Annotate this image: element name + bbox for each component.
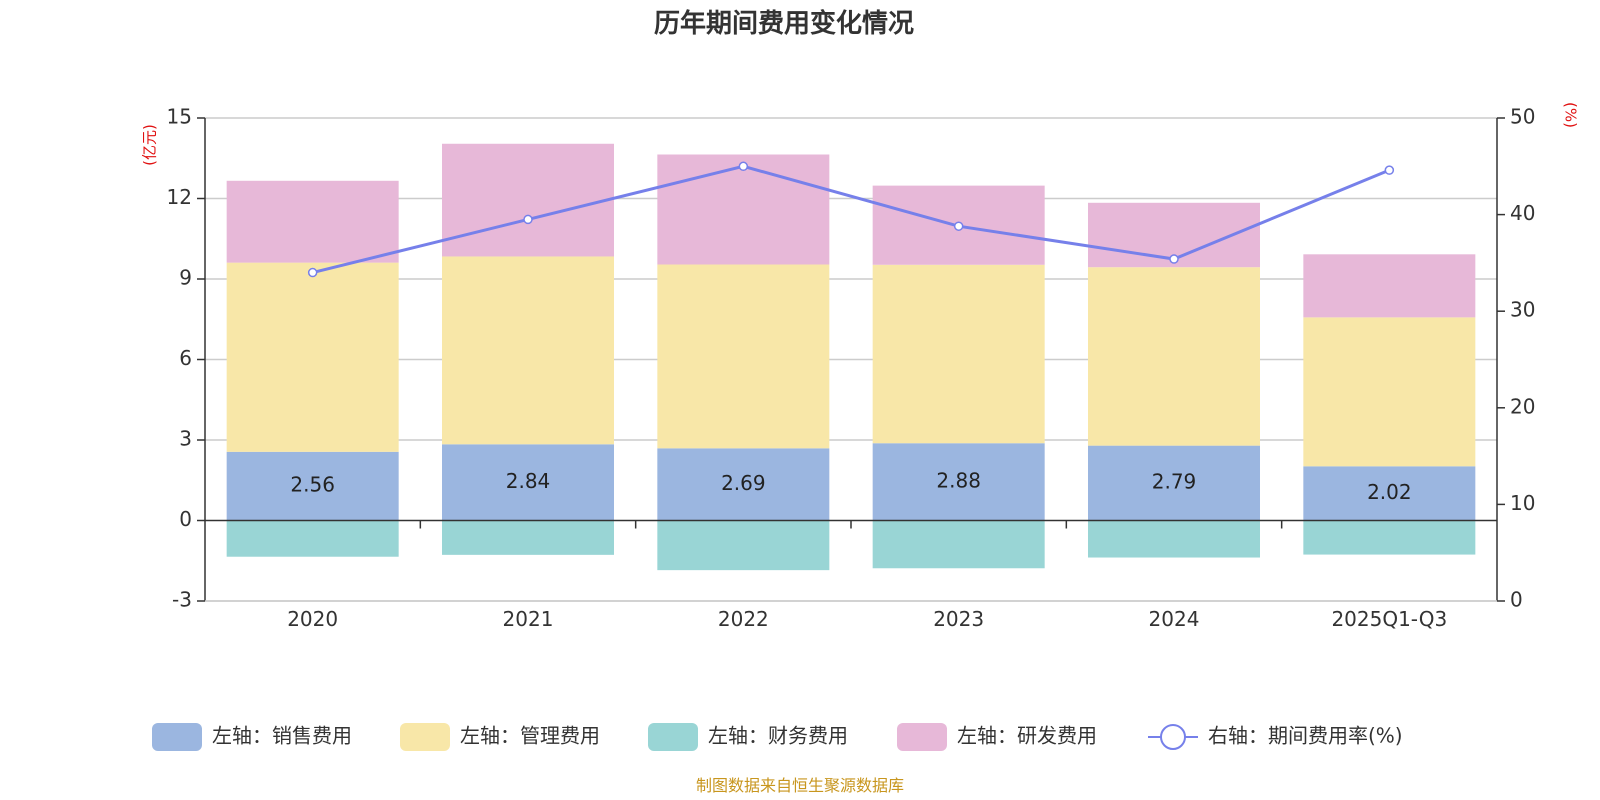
grid-lines [205,117,1497,602]
legend-item-销售费用: 左轴：销售费用 [152,723,352,751]
legend-item-期间费用率(%): 右轴：期间费用率(%) [1148,724,1403,750]
right-tick-label: 10 [1510,491,1535,515]
right-tick-label: 20 [1510,394,1535,418]
category-label-2020: 2020 [287,607,338,631]
left-tick-label: 12 [167,185,192,209]
bar-财务费用-2024 [1088,520,1260,558]
bar-labels: 2.56 2.84 2.69 2.88 2.79 2.02 [290,468,1411,504]
bar-管理费用-2022 [657,264,830,449]
bar-管理费用-2025Q1-Q3 [1303,317,1476,467]
bar-销售费用-2023 [872,443,1045,521]
bar-value-label-2022: 2.69 [721,471,766,495]
rate-point-2020 [307,267,318,278]
bar-研发费用-2022 [657,154,830,265]
legend-item-管理费用: 左轴：管理费用 [400,723,600,751]
rate-point-2024 [1169,254,1179,264]
legend-marker [1160,724,1186,750]
bar-销售费用-2022 [657,448,830,521]
left-tick-label: 15 [167,105,192,129]
left-tick-label: 9 [179,266,192,290]
right-tick-label: 30 [1510,298,1535,322]
bar-管理费用-2024 [1088,267,1260,446]
legend-item-研发费用: 左轴：研发费用 [897,723,1097,751]
category-label-2023: 2023 [933,607,984,631]
bars [226,143,1476,571]
category-label-2022: 2022 [718,607,769,631]
right-tick-label: 0 [1510,588,1523,612]
rate-line-path [312,164,1390,275]
left-axis-unit: (亿元) [141,124,159,166]
bar-销售费用-2021 [442,444,614,521]
right-axis-unit: (%) [1562,102,1580,128]
rate-point-2025Q1-Q3 [1384,165,1395,175]
right-tick-label: 40 [1510,201,1535,225]
legend: 左轴：销售费用 左轴：管理费用 左轴：财务费用 左轴：研发费用 右轴：期间费用率(%) [152,723,1403,751]
bar-销售费用-2020 [226,451,399,521]
bar-销售费用-2025Q1-Q3 [1303,466,1476,521]
bar-财务费用-2025Q1-Q3 [1303,520,1476,555]
left-tick-label: 3 [179,427,192,451]
bar-value-label-2025Q1-Q3: 2.02 [1367,480,1412,504]
legend-label: 左轴：管理费用 [460,724,600,748]
right-tick-label: 50 [1510,105,1535,129]
bar-管理费用-2021 [442,256,614,445]
rate-point-2021 [523,214,533,225]
bar-研发费用-2021 [442,143,614,257]
bar-财务费用-2022 [657,520,830,571]
legend-swatch [152,723,202,751]
category-label-2025Q1-Q3: 2025Q1-Q3 [1331,607,1447,631]
category-label-2024: 2024 [1149,607,1200,631]
rate-point-2022 [738,161,749,172]
legend-swatch [648,723,698,751]
bar-财务费用-2023 [872,520,1045,569]
legend-label: 右轴：期间费用率(%) [1208,724,1403,748]
legend-item-财务费用: 左轴：财务费用 [648,723,848,751]
legend-swatch [400,723,450,751]
legend-label: 左轴：研发费用 [957,724,1097,748]
legend-swatch [897,723,947,751]
left-tick-label: -3 [172,588,192,612]
rate-line [307,161,1395,278]
bar-财务费用-2021 [442,520,614,555]
rate-point-2023 [953,221,964,231]
bar-财务费用-2020 [226,520,399,557]
bar-研发费用-2025Q1-Q3 [1303,254,1476,318]
bar-管理费用-2020 [226,262,399,452]
bar-value-label-2021: 2.84 [506,469,551,493]
bar-value-label-2024: 2.79 [1152,470,1197,494]
category-label-2021: 2021 [503,607,554,631]
bar-管理费用-2023 [872,264,1045,444]
bar-value-label-2020: 2.56 [290,473,335,497]
left-tick-label: 0 [179,507,192,531]
chart-title: 历年期间费用变化情况 [654,8,914,39]
legend-label: 左轴：销售费用 [212,724,352,748]
axes: -3 0 3 6 9 12 15 0 10 20 30 40 50 2020 2021 2022 2023 202… [167,105,1536,632]
legend-label: 左轴：财务费用 [708,724,848,748]
left-tick-label: 6 [179,346,192,370]
data-source-note: 制图数据来自恒生聚源数据库 [696,776,904,795]
bar-value-label-2023: 2.88 [936,468,981,492]
bar-销售费用-2024 [1088,445,1260,521]
bar-研发费用-2020 [226,180,399,263]
